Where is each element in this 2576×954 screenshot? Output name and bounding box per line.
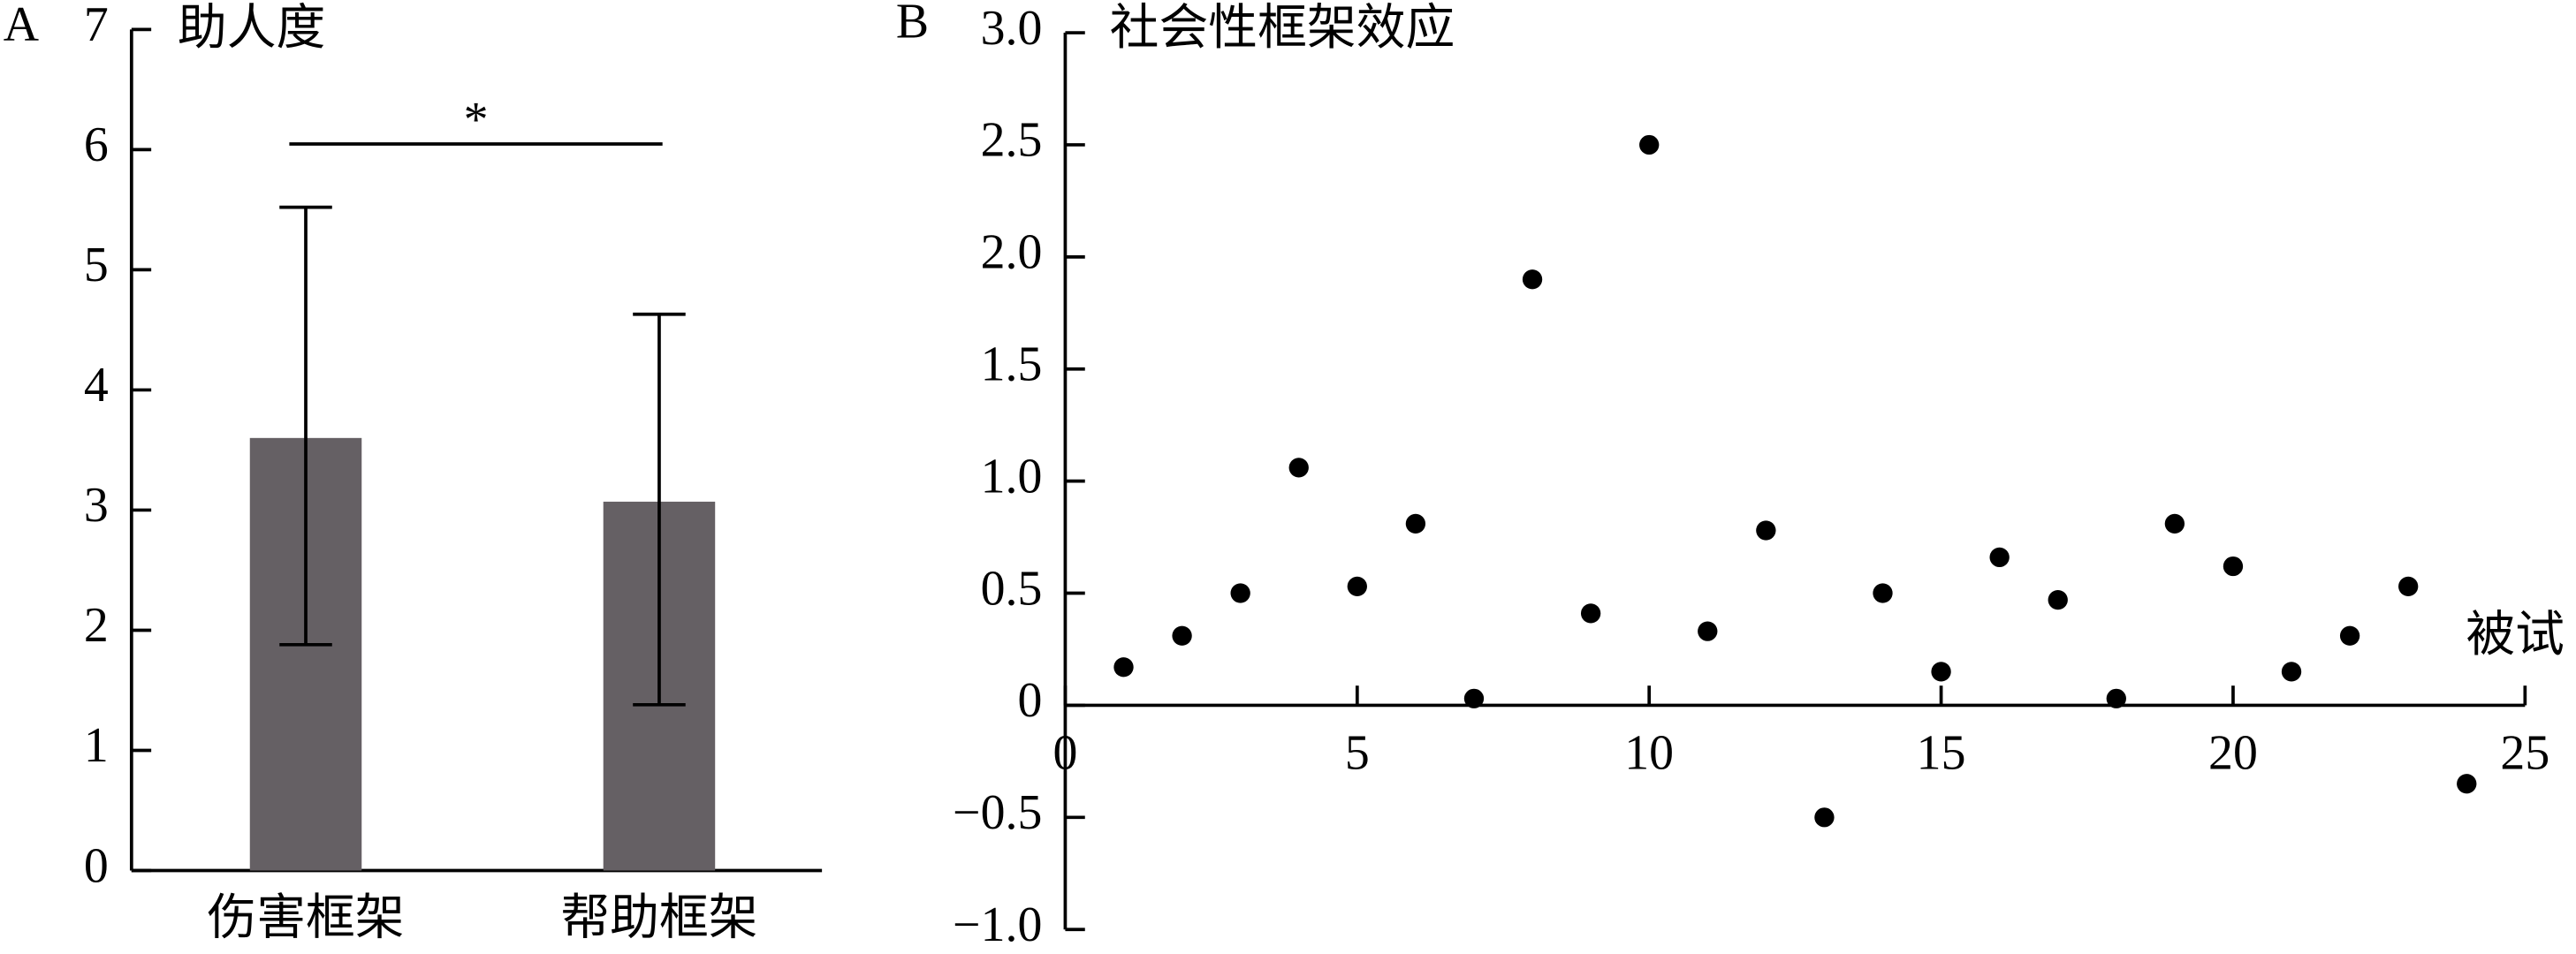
y-tick-label: 2: [84, 598, 109, 653]
point: [1580, 603, 1601, 624]
x-tick-label: 25: [2500, 726, 2549, 781]
point: [1814, 807, 1835, 828]
point: [1756, 520, 1776, 541]
y-tick-label: 6: [84, 117, 109, 172]
point: [2106, 688, 2126, 708]
y-tick-label: 2.5: [981, 113, 1043, 168]
point: [1405, 513, 1426, 534]
y-tick-label: 7: [84, 0, 109, 52]
y-tick-label: 4: [84, 358, 109, 413]
point: [2164, 513, 2185, 534]
chart-title: 助人度: [178, 1, 325, 56]
x-tick-label: 0: [1052, 726, 1077, 781]
point: [1639, 134, 1660, 155]
point: [1989, 547, 2010, 568]
point: [1873, 583, 1893, 603]
point: [2048, 590, 2068, 610]
y-tick-label: −0.5: [953, 785, 1042, 840]
point: [2398, 576, 2419, 597]
x-tick-label: 帮助框架: [560, 891, 757, 946]
y-tick-label: 0.5: [981, 561, 1043, 616]
y-tick-label: −1.0: [953, 897, 1042, 952]
y-tick-label: 0: [84, 838, 109, 893]
y-tick-label: 1.5: [981, 337, 1043, 392]
y-tick-label: 1: [84, 718, 109, 773]
point: [1931, 662, 1951, 682]
point: [1113, 657, 1134, 678]
point: [2281, 662, 2302, 682]
y-tick-label: 1.0: [981, 449, 1043, 504]
point: [2339, 625, 2360, 646]
x-tick-label: 20: [2208, 726, 2258, 781]
point: [1172, 625, 1192, 646]
y-tick-label: 3: [84, 478, 109, 533]
y-tick-label: 0: [1017, 673, 1042, 728]
x-axis-label: 被试: [2466, 608, 2565, 662]
panel-label: A: [4, 0, 39, 52]
panel-label: B: [896, 0, 929, 49]
point: [1522, 269, 1543, 290]
y-tick-label: 5: [84, 238, 109, 292]
x-tick-label: 10: [1624, 726, 1674, 781]
point: [2457, 774, 2477, 794]
significance-label: *: [464, 93, 489, 148]
x-tick-label: 5: [1345, 726, 1370, 781]
point: [1698, 621, 1718, 641]
x-tick-label: 15: [1917, 726, 1966, 781]
point: [1230, 583, 1250, 603]
y-tick-label: 3.0: [981, 1, 1043, 56]
x-tick-label: 伤害框架: [207, 891, 404, 946]
y-tick-label: 2.0: [981, 225, 1043, 280]
point: [2223, 556, 2244, 577]
point: [1463, 688, 1485, 708]
chart-title: 社会性框架效应: [1110, 1, 1455, 56]
point: [1347, 576, 1367, 597]
point: [1288, 458, 1309, 478]
